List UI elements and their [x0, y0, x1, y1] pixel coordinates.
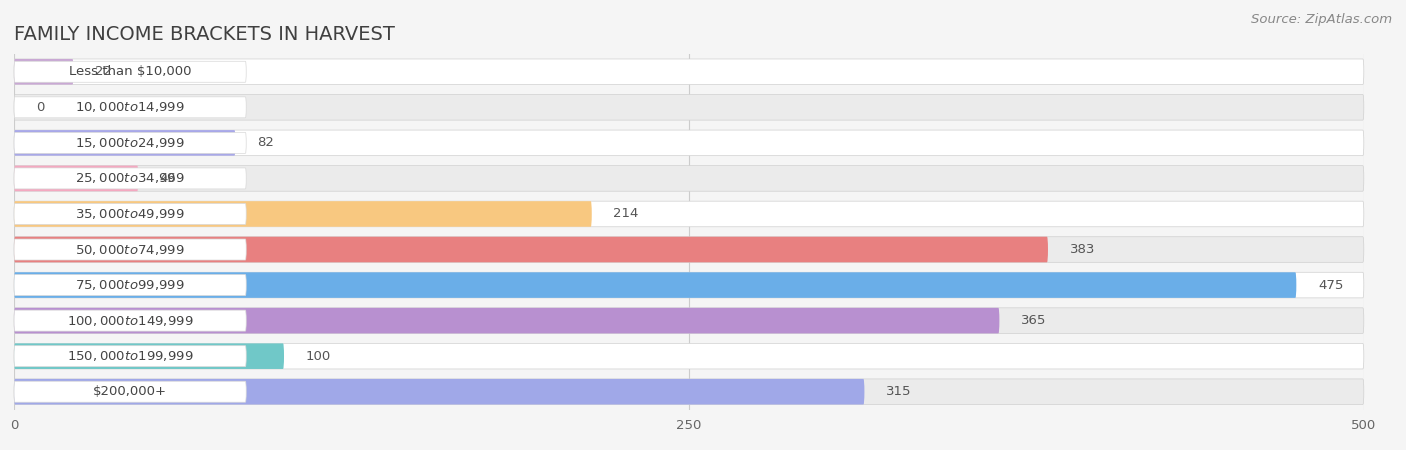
- FancyBboxPatch shape: [14, 130, 235, 156]
- FancyBboxPatch shape: [14, 61, 246, 82]
- FancyBboxPatch shape: [14, 237, 1364, 262]
- Text: $150,000 to $199,999: $150,000 to $199,999: [67, 349, 194, 363]
- FancyBboxPatch shape: [14, 59, 1364, 85]
- Text: 365: 365: [1021, 314, 1046, 327]
- Text: $10,000 to $14,999: $10,000 to $14,999: [76, 100, 186, 114]
- FancyBboxPatch shape: [14, 381, 246, 402]
- FancyBboxPatch shape: [14, 168, 246, 189]
- Text: FAMILY INCOME BRACKETS IN HARVEST: FAMILY INCOME BRACKETS IN HARVEST: [14, 25, 395, 44]
- FancyBboxPatch shape: [14, 201, 1364, 227]
- Text: 0: 0: [35, 101, 44, 114]
- FancyBboxPatch shape: [14, 346, 246, 367]
- FancyBboxPatch shape: [14, 274, 246, 296]
- Text: $75,000 to $99,999: $75,000 to $99,999: [76, 278, 186, 292]
- Text: 22: 22: [96, 65, 112, 78]
- FancyBboxPatch shape: [14, 308, 1000, 333]
- Text: 46: 46: [160, 172, 177, 185]
- Text: $35,000 to $49,999: $35,000 to $49,999: [76, 207, 186, 221]
- FancyBboxPatch shape: [14, 237, 1047, 262]
- FancyBboxPatch shape: [14, 94, 1364, 120]
- FancyBboxPatch shape: [14, 308, 1364, 333]
- FancyBboxPatch shape: [14, 166, 138, 191]
- FancyBboxPatch shape: [14, 310, 246, 331]
- FancyBboxPatch shape: [14, 130, 1364, 156]
- FancyBboxPatch shape: [14, 203, 246, 225]
- Text: 82: 82: [257, 136, 274, 149]
- Text: $15,000 to $24,999: $15,000 to $24,999: [76, 136, 186, 150]
- FancyBboxPatch shape: [14, 379, 1364, 405]
- FancyBboxPatch shape: [14, 97, 246, 118]
- FancyBboxPatch shape: [14, 239, 246, 260]
- FancyBboxPatch shape: [14, 272, 1296, 298]
- FancyBboxPatch shape: [14, 272, 1364, 298]
- Text: $100,000 to $149,999: $100,000 to $149,999: [67, 314, 194, 328]
- Text: $50,000 to $74,999: $50,000 to $74,999: [76, 243, 186, 256]
- FancyBboxPatch shape: [14, 379, 865, 405]
- Text: $200,000+: $200,000+: [93, 385, 167, 398]
- Text: Less than $10,000: Less than $10,000: [69, 65, 191, 78]
- Text: $25,000 to $34,999: $25,000 to $34,999: [76, 171, 186, 185]
- Text: 315: 315: [886, 385, 911, 398]
- FancyBboxPatch shape: [14, 166, 1364, 191]
- FancyBboxPatch shape: [14, 201, 592, 227]
- FancyBboxPatch shape: [14, 343, 1364, 369]
- Text: 475: 475: [1317, 279, 1343, 292]
- FancyBboxPatch shape: [14, 59, 73, 85]
- Text: 383: 383: [1070, 243, 1095, 256]
- Text: 214: 214: [613, 207, 638, 220]
- Text: Source: ZipAtlas.com: Source: ZipAtlas.com: [1251, 14, 1392, 27]
- Text: 100: 100: [305, 350, 330, 363]
- FancyBboxPatch shape: [14, 132, 246, 153]
- FancyBboxPatch shape: [14, 343, 284, 369]
